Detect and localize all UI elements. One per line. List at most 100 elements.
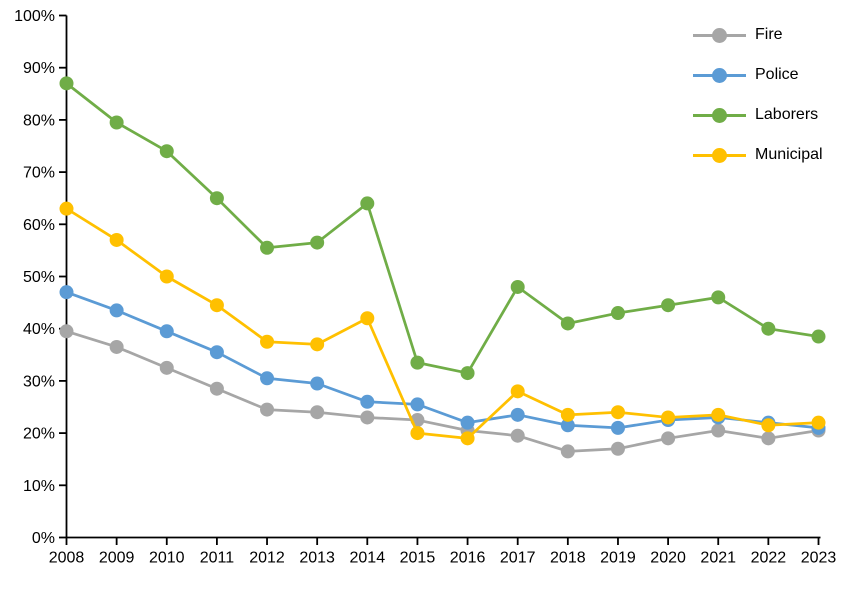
series-marker-laborers-2010 (159, 144, 174, 159)
series-marker-municipal-2020 (661, 410, 676, 425)
series-marker-fire-2014 (360, 410, 375, 425)
series-marker-laborers-2020 (661, 298, 676, 313)
series-marker-police-2016 (460, 415, 475, 430)
series-marker-laborers-2022 (761, 321, 776, 336)
x-axis-tick-label: 2017 (500, 550, 536, 567)
x-axis-tick-label: 2023 (801, 550, 837, 567)
x-axis-tick-label: 2020 (650, 550, 686, 567)
swatch-dot (712, 147, 727, 163)
legend-item-municipal: Municipal (693, 135, 823, 175)
police-series-swatch-icon (693, 67, 746, 83)
series-marker-municipal-2018 (560, 407, 575, 422)
series-marker-fire-2010 (159, 360, 174, 375)
series-marker-laborers-2011 (209, 191, 224, 206)
legend-label-municipal: Municipal (755, 146, 823, 163)
x-axis-tick-label: 2012 (249, 550, 285, 567)
x-axis-tick-label: 2011 (200, 550, 235, 567)
series-marker-laborers-2013 (310, 235, 325, 250)
series-marker-municipal-2008 (59, 201, 74, 216)
swatch-dot (712, 27, 727, 43)
laborers-series-swatch-icon (693, 107, 746, 123)
y-axis-tick-label: 50% (23, 269, 55, 286)
series-marker-police-2015 (410, 397, 425, 412)
legend-item-police: Police (693, 55, 823, 95)
series-marker-police-2017 (510, 407, 525, 422)
series-marker-municipal-2015 (410, 426, 425, 441)
series-marker-police-2018 (560, 418, 575, 433)
y-axis-tick-label: 100% (14, 8, 55, 25)
series-marker-police-2009 (109, 303, 124, 318)
y-axis-tick-label: 60% (23, 217, 55, 234)
x-axis-tick-label: 2018 (550, 550, 586, 567)
series-marker-municipal-2012 (260, 334, 275, 349)
x-axis-tick-label: 2015 (400, 550, 436, 567)
series-marker-laborers-2023 (811, 329, 826, 344)
series-marker-police-2014 (360, 394, 375, 409)
series-marker-fire-2021 (711, 423, 726, 438)
series-marker-police-2010 (159, 324, 174, 339)
legend-item-laborers: Laborers (693, 95, 823, 135)
series-marker-municipal-2014 (360, 311, 375, 326)
series-marker-municipal-2013 (310, 337, 325, 352)
series-marker-fire-2011 (209, 381, 224, 396)
series-line-laborers (65, 81, 820, 375)
series-marker-fire-2018 (560, 444, 575, 459)
x-axis-tick-label: 2019 (600, 550, 636, 567)
series-marker-laborers-2021 (711, 290, 726, 305)
series-marker-police-2013 (310, 376, 325, 391)
series-marker-laborers-2019 (610, 306, 625, 321)
fire-series-swatch-icon (693, 27, 746, 43)
x-axis-tick-label: 2016 (450, 550, 486, 567)
legend-label-laborers: Laborers (755, 106, 819, 123)
series-marker-municipal-2010 (159, 269, 174, 284)
series-marker-fire-2013 (310, 405, 325, 420)
series-marker-laborers-2016 (460, 366, 475, 381)
series-line-police (65, 290, 820, 430)
series-marker-police-2012 (260, 371, 275, 386)
x-axis-tick-label: 2008 (49, 550, 85, 567)
series-marker-police-2019 (610, 420, 625, 435)
legend: Fire Police Laborers Municipal (693, 15, 823, 175)
y-axis-tick-label: 20% (23, 426, 55, 443)
legend-label-police: Police (755, 66, 799, 83)
series-marker-municipal-2022 (761, 418, 776, 433)
x-axis-tick-label: 2010 (149, 550, 185, 567)
series-line-municipal (65, 207, 820, 440)
series-marker-fire-2022 (761, 431, 776, 446)
y-axis-tick-label: 30% (23, 373, 55, 390)
y-axis-tick-label: 70% (23, 165, 55, 182)
series-marker-police-2008 (59, 285, 74, 300)
series-marker-laborers-2017 (510, 279, 525, 294)
y-axis-tick-label: 80% (23, 112, 55, 129)
series-marker-municipal-2011 (209, 298, 224, 313)
series-marker-laborers-2015 (410, 355, 425, 370)
legend-item-fire: Fire (693, 15, 823, 55)
series-marker-fire-2017 (510, 428, 525, 443)
series-marker-fire-2020 (661, 431, 676, 446)
x-axis-tick-label: 2009 (99, 550, 135, 567)
series-marker-municipal-2021 (711, 407, 726, 422)
series-line-fire (65, 329, 820, 453)
series-marker-municipal-2023 (811, 415, 826, 430)
swatch-dot (712, 67, 727, 83)
series-marker-laborers-2012 (260, 240, 275, 255)
series-marker-laborers-2014 (360, 196, 375, 211)
series-marker-police-2011 (209, 345, 224, 360)
series-marker-fire-2008 (59, 324, 74, 339)
series-marker-fire-2009 (109, 339, 124, 354)
series-marker-municipal-2017 (510, 384, 525, 399)
series-marker-laborers-2008 (59, 76, 74, 91)
y-axis-tick-label: 90% (23, 60, 55, 77)
series-marker-laborers-2018 (560, 316, 575, 331)
swatch-dot (712, 107, 727, 123)
y-axis-tick-label: 40% (23, 321, 55, 338)
series-marker-municipal-2009 (109, 232, 124, 247)
y-axis-tick-label: 10% (23, 478, 55, 495)
series-marker-municipal-2016 (460, 431, 475, 446)
series-marker-municipal-2019 (610, 405, 625, 420)
legend-label-fire: Fire (755, 26, 783, 43)
y-axis-tick-label: 0% (32, 530, 55, 547)
municipal-series-swatch-icon (693, 147, 746, 163)
